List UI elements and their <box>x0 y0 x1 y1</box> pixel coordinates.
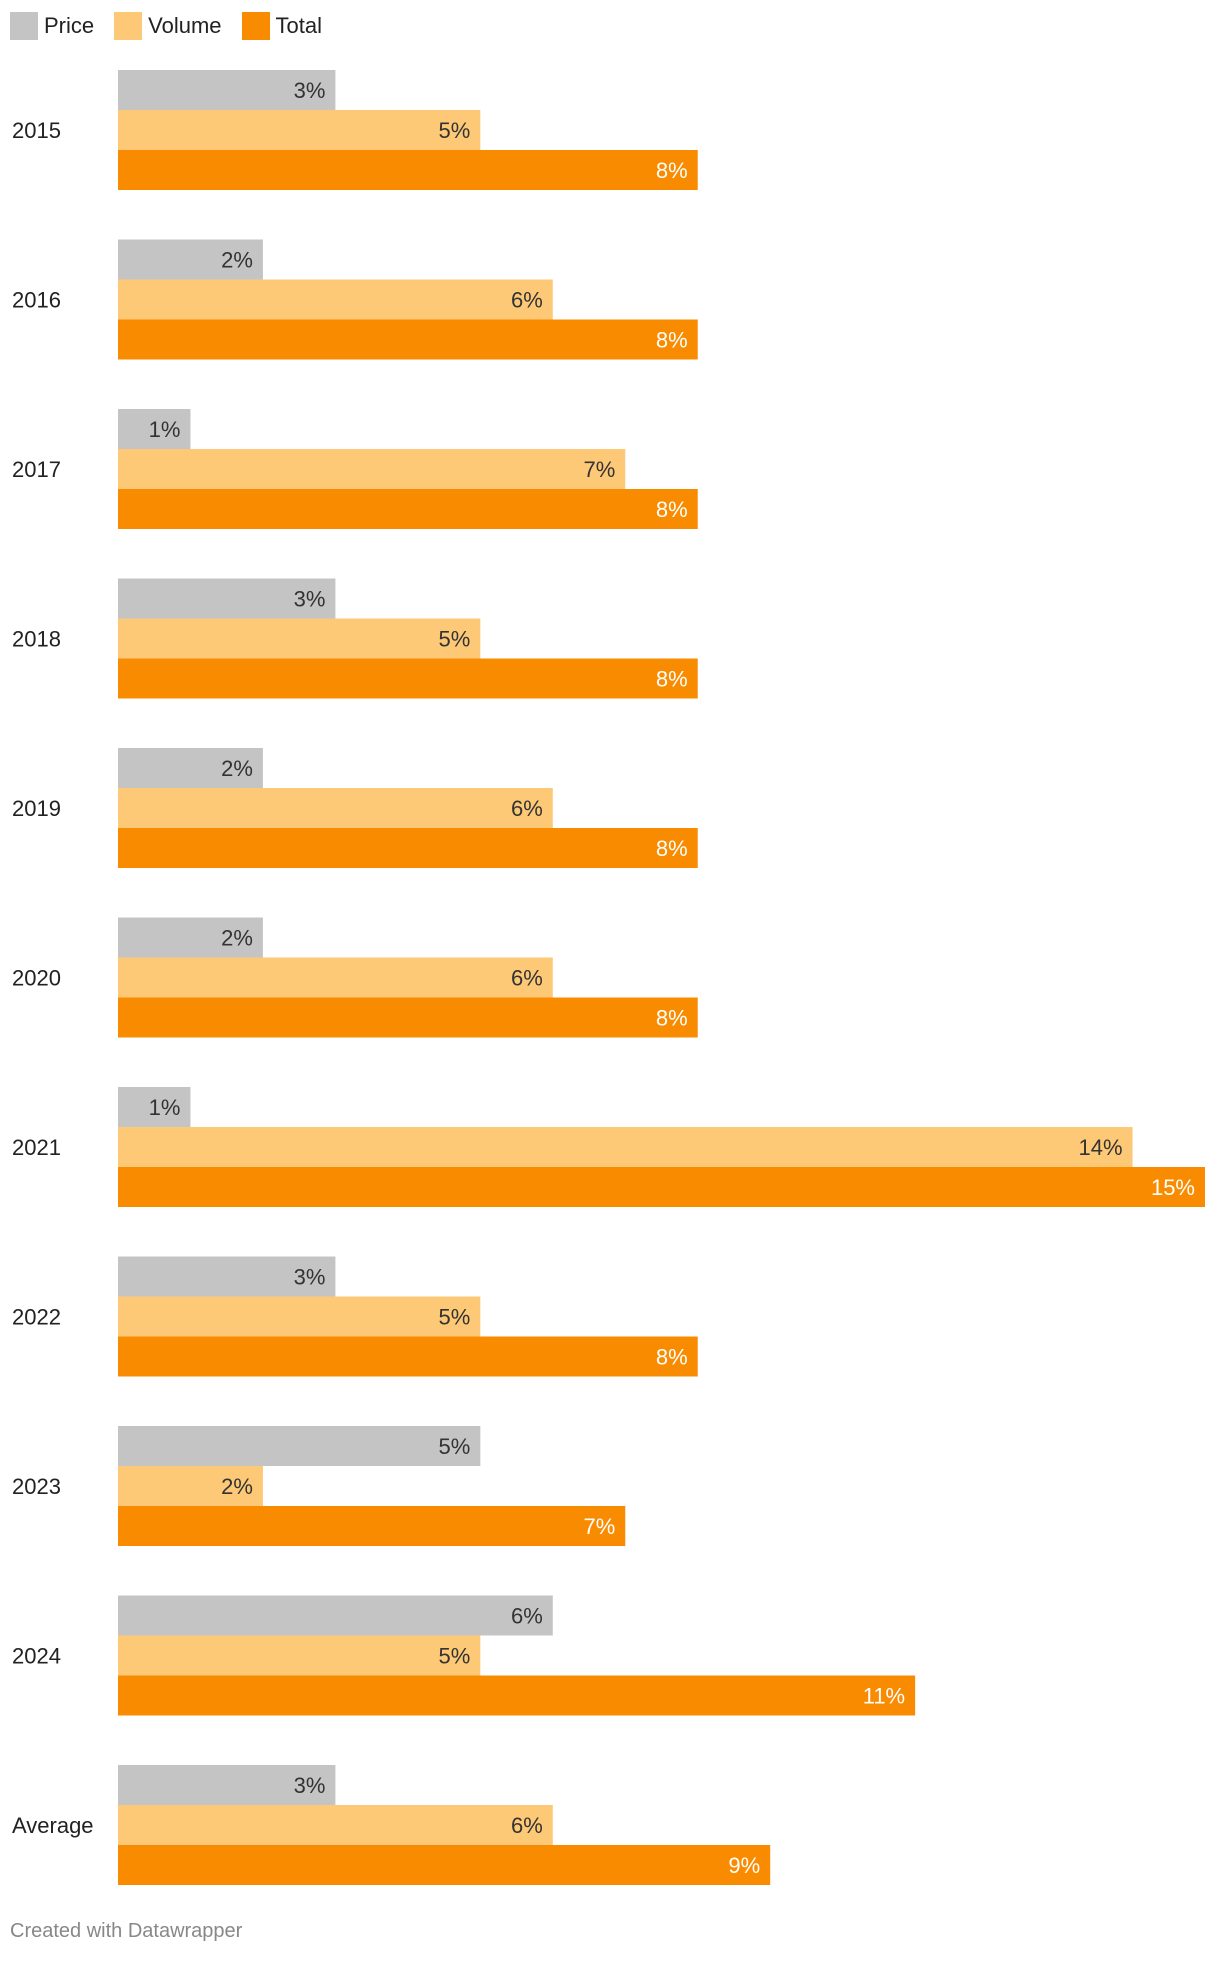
data-label-total: 8% <box>656 836 688 861</box>
data-label-volume: 2% <box>221 1474 253 1499</box>
data-label-total: 8% <box>656 1006 688 1031</box>
bar-total <box>118 658 698 699</box>
data-label-price: 2% <box>221 756 253 781</box>
data-label-price: 3% <box>294 1265 326 1290</box>
legend-swatch-price <box>10 12 38 40</box>
bar-total <box>118 1675 916 1716</box>
footer-credit: Created with Datawrapper <box>10 1920 243 1942</box>
legend-swatch-volume <box>114 12 143 40</box>
data-label-total: 11% <box>863 1684 905 1709</box>
data-label-price: 2% <box>221 926 253 951</box>
data-label-price: 1% <box>149 417 181 442</box>
bar-price <box>118 1087 191 1127</box>
data-label-price: 3% <box>294 78 326 103</box>
data-label-total: 8% <box>656 1345 688 1370</box>
data-label-volume: 5% <box>439 627 471 652</box>
legend-item-total: Total <box>241 12 322 40</box>
data-label-price: 3% <box>294 587 326 612</box>
data-label-price: 3% <box>294 1773 326 1798</box>
category-label: 2020 <box>12 966 61 991</box>
bar-price <box>118 578 336 619</box>
legend-label-total: Total <box>275 13 322 38</box>
bar-volume <box>118 110 481 150</box>
data-label-volume: 5% <box>439 1305 471 1330</box>
bar-total <box>118 1336 698 1377</box>
legend-label-volume: Volume <box>148 13 222 38</box>
bar-volume <box>118 1805 553 1845</box>
bar-total <box>118 828 698 868</box>
data-label-total: 8% <box>656 667 688 692</box>
data-label-volume: 6% <box>511 1813 543 1838</box>
data-label-volume: 6% <box>511 966 543 991</box>
bar-volume <box>118 1466 263 1506</box>
legend-label-price: Price <box>44 13 95 38</box>
bar-price <box>118 748 263 788</box>
legend-item-volume: Volume <box>114 12 222 40</box>
bar-price <box>118 70 336 110</box>
data-label-total: 8% <box>656 328 688 353</box>
category-label: 2016 <box>12 288 61 313</box>
bar-price <box>118 917 263 958</box>
data-label-volume: 6% <box>511 796 543 821</box>
bar-total <box>118 1167 1205 1207</box>
bar-volume <box>118 449 626 489</box>
category-label: 2023 <box>12 1474 61 1499</box>
data-label-volume: 7% <box>583 457 615 482</box>
legend-swatch-total <box>241 12 270 40</box>
data-label-volume: 5% <box>439 118 471 143</box>
legend-item-price: Price <box>10 12 94 40</box>
legend: Price Volume Total <box>10 12 322 40</box>
data-label-price: 1% <box>149 1095 181 1120</box>
data-label-volume: 5% <box>439 1644 471 1669</box>
bar-price <box>118 1765 336 1805</box>
data-label-total: 9% <box>728 1853 760 1878</box>
data-label-volume: 6% <box>511 288 543 313</box>
data-label-total: 7% <box>583 1514 615 1539</box>
category-label: 2017 <box>12 457 61 482</box>
data-label-total: 8% <box>656 158 688 183</box>
bar-volume <box>118 279 553 320</box>
bar-total <box>118 150 698 190</box>
bar-total <box>118 1845 771 1885</box>
bar-total <box>118 1506 626 1546</box>
bar-volume <box>118 957 553 998</box>
category-label: 2015 <box>12 118 61 143</box>
bar-total <box>118 319 698 360</box>
bar-volume <box>118 1635 481 1676</box>
data-label-total: 8% <box>656 497 688 522</box>
bar-price <box>118 1595 553 1636</box>
bar-total <box>118 489 698 529</box>
category-label: 2019 <box>12 796 61 821</box>
data-label-total: 15% <box>1151 1175 1195 1200</box>
bar-volume <box>118 1296 481 1337</box>
bar-price <box>118 409 191 449</box>
category-label: 2021 <box>12 1135 61 1160</box>
data-label-price: 6% <box>511 1604 543 1629</box>
bar-volume <box>118 788 553 828</box>
bar-volume <box>118 618 481 659</box>
bar-price <box>118 1256 336 1297</box>
bar-total <box>118 997 698 1038</box>
data-label-price: 2% <box>221 248 253 273</box>
data-label-price: 5% <box>439 1434 471 1459</box>
bar-volume <box>118 1127 1133 1167</box>
bar-price <box>118 239 263 280</box>
category-label: 2018 <box>12 627 61 652</box>
category-label: 2022 <box>12 1305 61 1330</box>
category-label: Average <box>12 1813 94 1838</box>
bar-price <box>118 1426 481 1466</box>
data-label-volume: 14% <box>1078 1135 1122 1160</box>
category-label: 2024 <box>12 1644 61 1669</box>
